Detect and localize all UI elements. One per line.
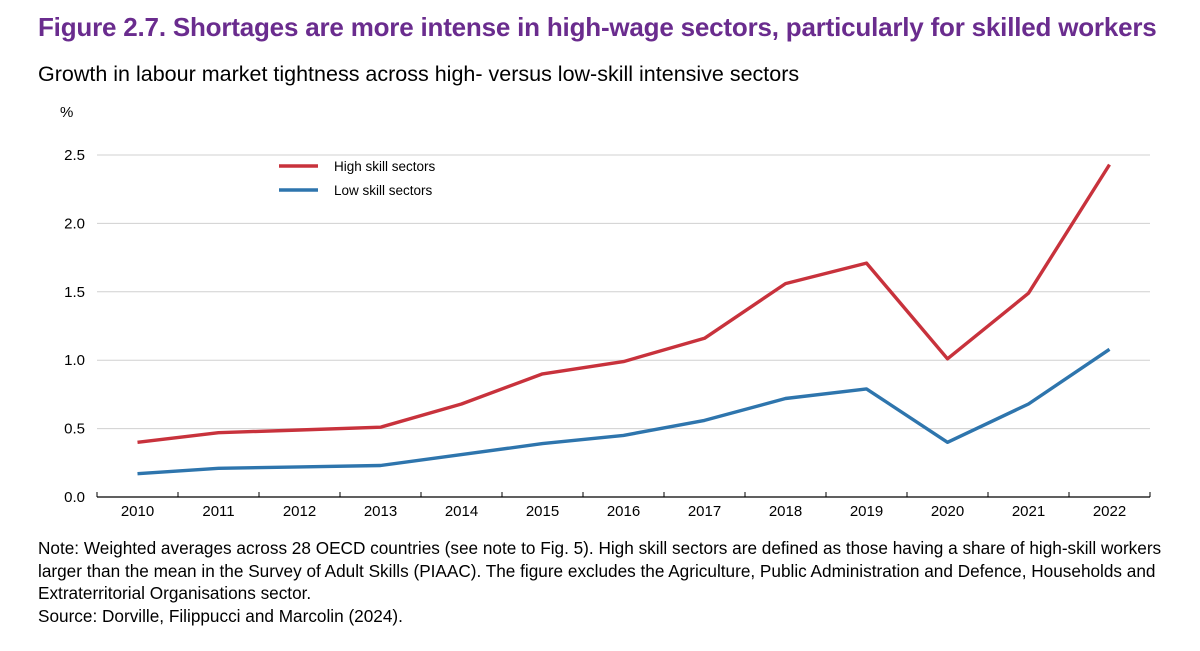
y-axis-unit-label: % xyxy=(60,104,73,121)
x-tick-label: 2010 xyxy=(121,503,154,520)
x-tick-label: 2017 xyxy=(688,503,721,520)
figure-subtitle: Growth in labour market tightness across… xyxy=(38,62,800,86)
x-tick-label: 2015 xyxy=(526,503,559,520)
gridlines xyxy=(97,154,1150,430)
legend: High skill sectors Low skill sectors xyxy=(279,159,436,198)
x-tick-label: 2022 xyxy=(1093,503,1126,520)
y-tick-label: 0.0 xyxy=(64,489,85,506)
x-tick-label: 2016 xyxy=(607,503,640,520)
x-tick-label: 2021 xyxy=(1012,503,1045,520)
x-tick-label: 2012 xyxy=(283,503,316,520)
y-tick-label: 2.5 xyxy=(64,147,85,164)
x-tick-label: 2013 xyxy=(364,503,397,520)
y-tick-label: 1.5 xyxy=(64,284,85,301)
legend-label: High skill sectors xyxy=(334,159,436,174)
axes: 0.0 0.5 1.0 1.5 2.0 2.5 2010 2011 2012 2013 2014 20… xyxy=(64,147,1151,520)
series-lines xyxy=(137,163,1111,476)
legend-label: Low skill sectors xyxy=(334,183,433,198)
y-tick-label: 0.5 xyxy=(64,421,85,438)
notes-block: Note: Weighted averages across 28 OECD c… xyxy=(38,537,1188,627)
line-chart: % 0.0 0.5 1.0 1.5 2.0 2.5 2010 2011 2012 2013 2014… xyxy=(60,104,1151,520)
x-tick-label: 2018 xyxy=(769,503,802,520)
series-line-low-skill-sectors xyxy=(137,347,1111,476)
x-tick-label: 2019 xyxy=(850,503,883,520)
note-text: Note: Weighted averages across 28 OECD c… xyxy=(38,538,1162,603)
y-tick-label: 1.0 xyxy=(64,352,85,369)
x-tick-label: 2011 xyxy=(202,503,234,520)
y-tick-label: 2.0 xyxy=(64,215,85,232)
series-line-high-skill-sectors xyxy=(137,163,1111,444)
figure-title: Figure 2.7. Shortages are more intense i… xyxy=(38,12,1157,42)
x-tick-label: 2020 xyxy=(931,503,964,520)
source-text: Source: Dorville, Filippucci and Marcoli… xyxy=(38,605,403,626)
x-tick-label: 2014 xyxy=(445,503,478,520)
